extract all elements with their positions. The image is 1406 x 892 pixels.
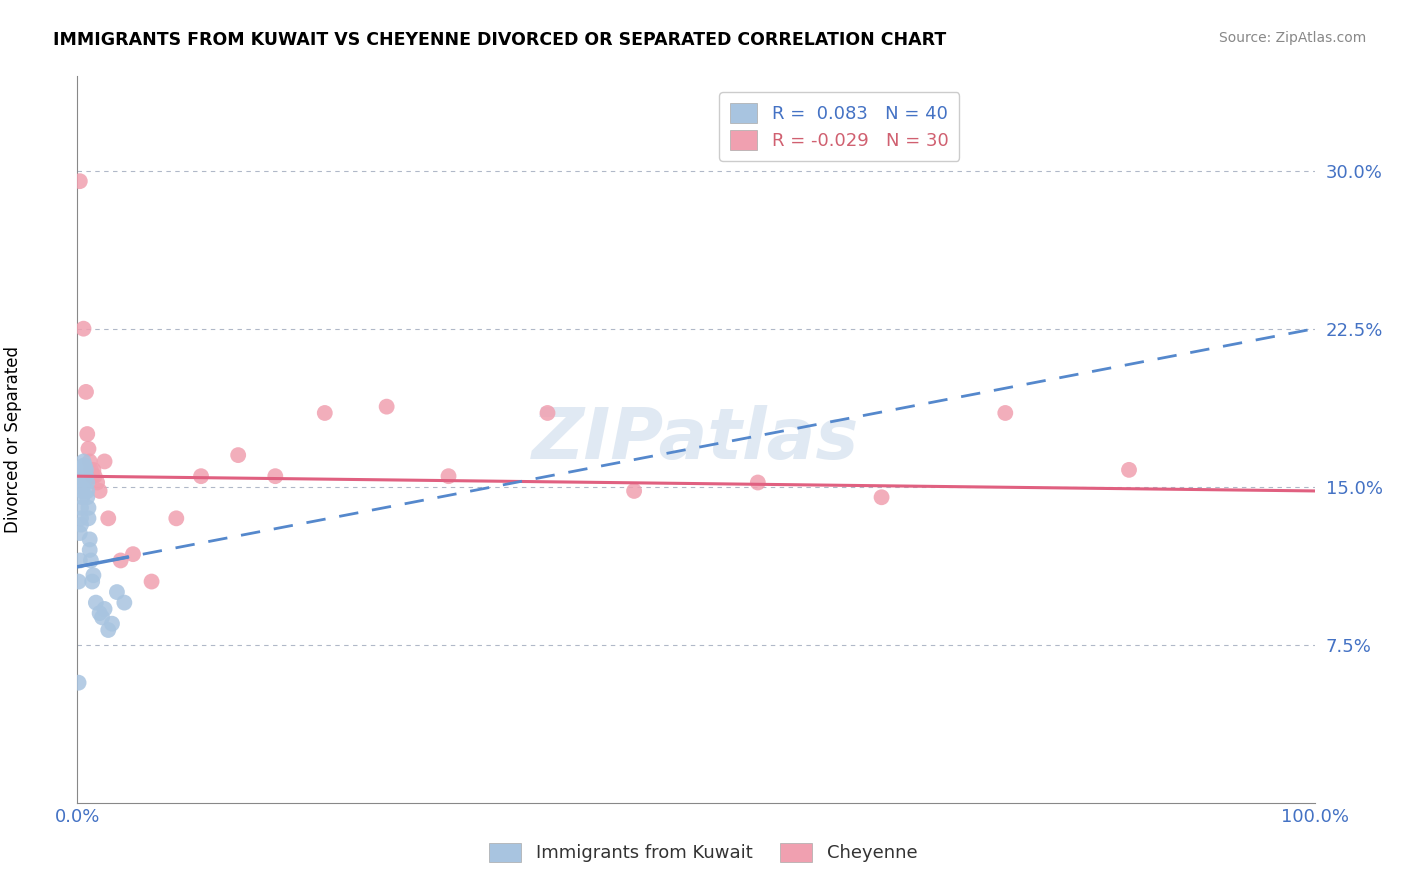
Point (69, 174, 91, 188)
Point (72, 321, 94, 335)
Point (75, 469, 97, 483)
Point (72, 480, 94, 494)
Point (76, 427, 98, 442)
Point (72, 490, 94, 504)
Point (72, 475, 94, 490)
Point (77, 500, 100, 515)
Point (70, 517, 93, 532)
Point (994, 406, 1017, 420)
Point (165, 511, 187, 525)
Legend: R =  0.083   N = 40, R = -0.029   N = 30: R = 0.083 N = 40, R = -0.029 N = 30 (720, 92, 959, 161)
Text: ZIPatlas: ZIPatlas (533, 405, 859, 474)
Point (536, 406, 558, 420)
Point (226, 448, 249, 462)
Point (375, 400, 398, 414)
Point (122, 547, 145, 561)
Point (870, 490, 893, 504)
Point (105, 585, 128, 599)
Point (97, 623, 120, 637)
Point (141, 574, 163, 589)
Point (73, 469, 96, 483)
Point (72, 454, 94, 468)
Point (93, 454, 115, 468)
Point (101, 616, 124, 631)
Point (82, 574, 104, 589)
Y-axis label: Divorced or Separated: Divorced or Separated (4, 346, 21, 533)
Point (89, 606, 111, 620)
Text: Source: ZipAtlas.com: Source: ZipAtlas.com (1219, 31, 1367, 45)
Point (73, 469, 96, 483)
Text: IMMIGRANTS FROM KUWAIT VS CHEYENNE DIVORCED OR SEPARATED CORRELATION CHART: IMMIGRANTS FROM KUWAIT VS CHEYENNE DIVOR… (53, 31, 946, 49)
Point (314, 406, 336, 420)
Point (84, 596, 107, 610)
Point (112, 596, 135, 610)
Point (80, 463, 103, 477)
Point (264, 469, 287, 483)
Point (70, 511, 93, 525)
Point (79, 454, 101, 468)
Point (73, 458, 96, 473)
Point (75, 384, 97, 399)
Point (110, 553, 132, 567)
Point (437, 469, 460, 483)
Point (80, 553, 103, 567)
Point (83, 469, 105, 483)
Point (76, 490, 98, 504)
Point (69, 526, 91, 541)
Point (82, 469, 104, 483)
Point (190, 469, 212, 483)
Point (67, 675, 90, 690)
Point (67, 574, 90, 589)
Point (75, 463, 97, 477)
Point (72, 458, 94, 473)
Point (89, 483, 111, 498)
Point (72, 469, 94, 483)
Point (72, 463, 94, 477)
Point (91, 610, 114, 624)
Point (76, 483, 98, 498)
Point (70, 500, 93, 515)
Point (77, 511, 100, 525)
Point (747, 475, 769, 490)
Point (77, 442, 100, 456)
Point (86, 475, 108, 490)
Point (72, 483, 94, 498)
Legend: Immigrants from Kuwait, Cheyenne: Immigrants from Kuwait, Cheyenne (482, 836, 924, 870)
Point (72, 469, 94, 483)
Point (76, 475, 98, 490)
Point (82, 463, 104, 477)
Point (82, 568, 104, 582)
Point (79, 543, 101, 558)
Point (93, 602, 115, 616)
Point (97, 511, 120, 525)
Point (79, 533, 101, 547)
Point (623, 483, 645, 498)
Point (75, 469, 97, 483)
Point (69, 553, 91, 567)
Point (1118, 463, 1140, 477)
